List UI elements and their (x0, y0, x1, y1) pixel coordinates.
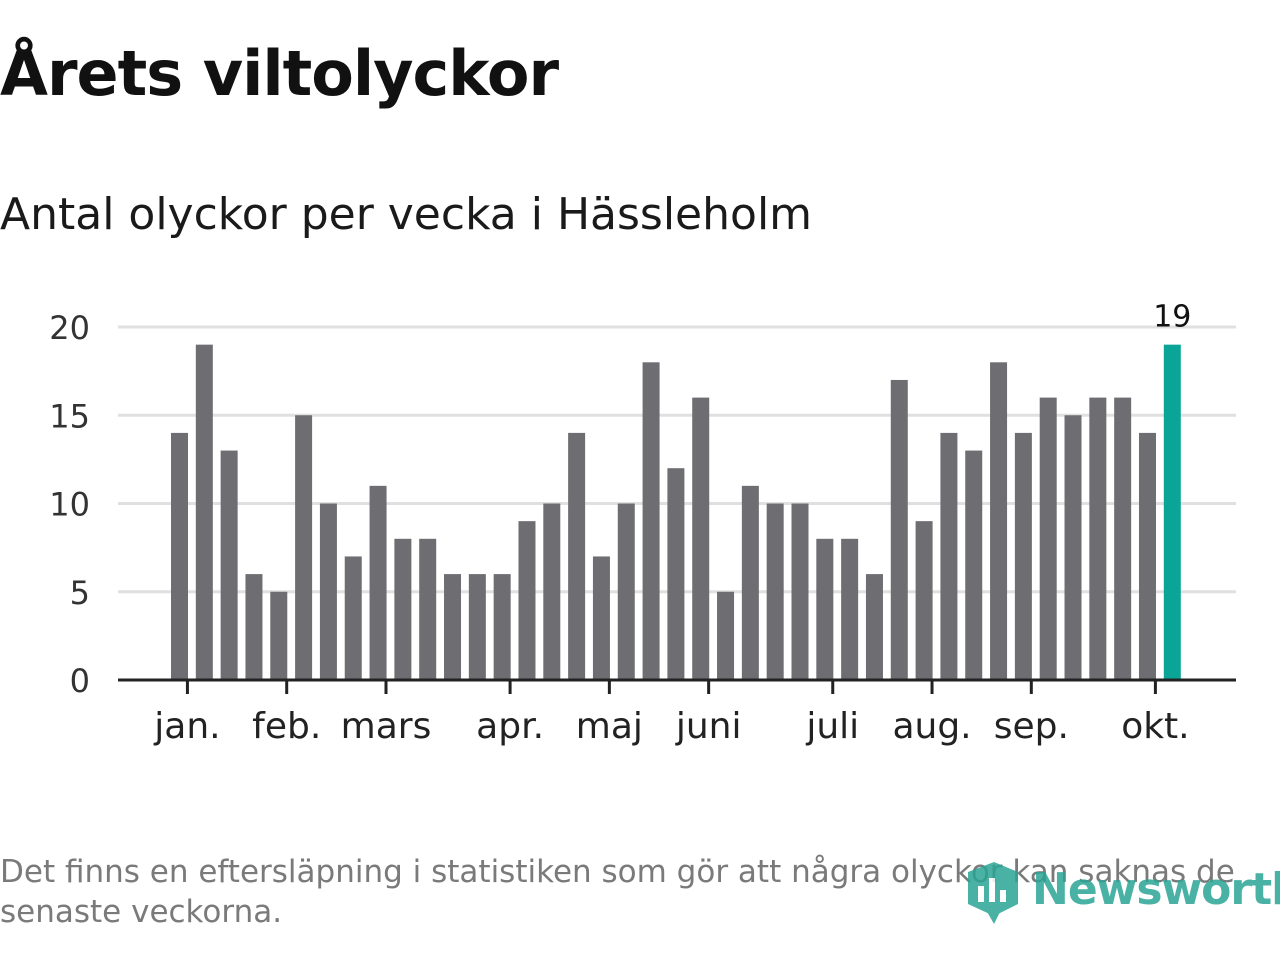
bars (171, 344, 1181, 680)
bar (220, 450, 238, 680)
bar (1089, 397, 1107, 680)
bar (245, 574, 263, 680)
x-tick-label: maj (576, 706, 643, 747)
x-tick-label: aug. (892, 706, 971, 747)
bar (468, 574, 486, 680)
bar (816, 538, 834, 680)
bar (642, 362, 660, 680)
y-tick-label: 0 (70, 662, 90, 700)
bar (766, 503, 784, 680)
bar (344, 556, 362, 680)
x-axis (118, 678, 1236, 694)
y-tick-label: 5 (70, 574, 90, 612)
bar (1114, 397, 1132, 680)
x-tick-label: apr. (476, 706, 544, 747)
y-tick-label: 20 (49, 309, 90, 347)
bar (990, 362, 1008, 680)
bar (791, 503, 809, 680)
brand-name: Newsworthy (1032, 864, 1280, 915)
bar (568, 432, 586, 680)
bar (1064, 415, 1082, 680)
bar (741, 485, 759, 680)
y-tick-label: 10 (49, 486, 90, 524)
chart-subtitle: Antal olyckor per vecka i Hässleholm (0, 189, 813, 240)
bar (171, 432, 188, 680)
bar (1138, 432, 1156, 680)
bar (692, 397, 710, 680)
chart-title: Årets viltolyckor (0, 37, 559, 110)
bar (667, 468, 685, 680)
x-tick-label: okt. (1121, 706, 1189, 747)
bar (841, 538, 859, 680)
x-tick-label: juni (675, 706, 742, 747)
bar (592, 556, 610, 680)
bar (444, 574, 462, 680)
x-tick-label: feb. (252, 706, 321, 747)
bar (1014, 432, 1032, 680)
bar (890, 379, 908, 680)
bar (270, 591, 288, 680)
bar (717, 591, 735, 680)
bar (543, 503, 561, 680)
bar (965, 450, 983, 680)
y-tick-label: 15 (49, 397, 90, 435)
x-tick-label: jan. (153, 706, 220, 747)
bar (940, 432, 958, 680)
newsworthy-logo-icon (968, 862, 1018, 924)
bar-highlight (1163, 344, 1181, 680)
labels: 0 5 10 15 20 jan. feb. mars apr. maj juni juli aug. s… (49, 300, 1191, 747)
x-tick-label: mars (341, 706, 432, 747)
bar (295, 415, 313, 680)
bar (419, 538, 437, 680)
highlight-data-label: 19 (1153, 300, 1191, 335)
bar (1039, 397, 1057, 680)
bar (369, 485, 387, 680)
footnote: Det finns en eftersläpning i statistiken… (0, 854, 1235, 930)
newsworthy-logo: Newsworthy (962, 858, 1280, 928)
bar-chart: 0 5 10 15 20 jan. feb. mars apr. maj juni juli aug. s… (49, 300, 1236, 747)
bar (493, 574, 511, 680)
bar (915, 521, 933, 680)
bar (195, 344, 213, 680)
bar (319, 503, 337, 680)
bar (617, 503, 635, 680)
bar (394, 538, 412, 680)
bar (865, 574, 883, 680)
x-tick-label: sep. (994, 706, 1069, 747)
bar (518, 521, 536, 680)
x-tick-label: juli (805, 706, 859, 747)
